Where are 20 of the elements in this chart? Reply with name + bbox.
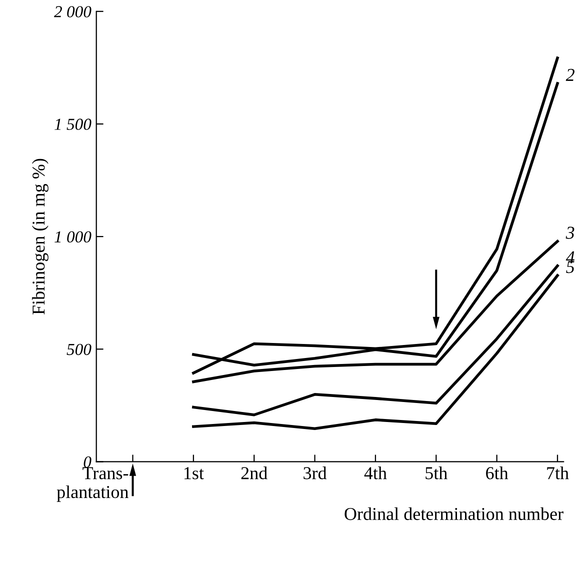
y-tick-label: 1 500 [54, 118, 92, 130]
x-tick-label: 3rd [304, 466, 327, 480]
y-tick-label: 0 [84, 456, 92, 468]
x-tick-label: 5th [426, 466, 448, 480]
series-label: 3 [566, 226, 574, 239]
x-tick-label: 2nd [241, 466, 268, 480]
x-tick-label: Trans- plantation [56, 467, 128, 502]
line-series [192, 240, 559, 384]
y-tick-label: 2 000 [54, 6, 92, 18]
y-axis-title: Fibrinogen (in mg %) [32, 158, 48, 315]
y-tick-label: 1 000 [54, 231, 92, 242]
x-tick-label: 7th [547, 466, 569, 480]
series-label: 4 [566, 251, 574, 264]
series-label: 2 [566, 68, 574, 81]
y-tick-label: 500 [66, 344, 92, 356]
series-label: 5 [566, 261, 574, 274]
x-axis-title: Ordinal determination number [344, 507, 564, 520]
x-tick-label: 6th [486, 466, 508, 480]
x-tick-label: 1st [184, 467, 204, 480]
x-tick-label: 4th [364, 466, 387, 480]
